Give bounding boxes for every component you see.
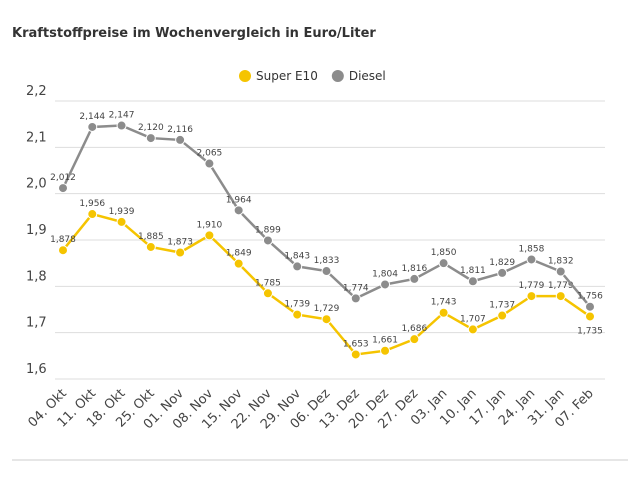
value-label: 1,661 bbox=[372, 336, 398, 346]
value-label: 1,873 bbox=[167, 238, 193, 248]
point bbox=[145, 133, 156, 144]
point bbox=[292, 309, 303, 320]
point bbox=[262, 235, 273, 246]
point bbox=[204, 158, 215, 169]
value-label: 1,956 bbox=[79, 199, 105, 209]
point bbox=[467, 276, 478, 287]
value-label: 1,779 bbox=[548, 281, 574, 291]
point bbox=[350, 349, 361, 360]
point bbox=[145, 241, 156, 252]
point bbox=[380, 345, 391, 356]
value-label: 2,012 bbox=[50, 173, 76, 183]
value-label: 1,774 bbox=[343, 283, 369, 293]
value-label: 1,910 bbox=[197, 220, 223, 230]
value-label: 1,858 bbox=[519, 244, 545, 254]
legend-label: Super E10 bbox=[256, 69, 318, 83]
value-label: 1,804 bbox=[372, 269, 398, 279]
point bbox=[409, 273, 420, 284]
y-tick-label: 1,6 bbox=[26, 362, 47, 377]
point bbox=[262, 288, 273, 299]
point bbox=[58, 245, 68, 256]
value-label: 1,785 bbox=[255, 278, 281, 288]
value-label: 2,120 bbox=[138, 123, 164, 133]
value-label: 1,811 bbox=[460, 266, 486, 276]
y-tick-label: 2,0 bbox=[26, 177, 47, 192]
point bbox=[175, 247, 186, 258]
point bbox=[526, 254, 537, 265]
series-line bbox=[61, 124, 591, 308]
chart-title: Kraftstoffpreise im Wochenvergleich in E… bbox=[12, 26, 376, 41]
point bbox=[585, 301, 595, 312]
value-label: 1,850 bbox=[431, 248, 457, 258]
point bbox=[438, 258, 449, 269]
value-label: 1,878 bbox=[50, 235, 76, 245]
legend-marker bbox=[239, 70, 251, 82]
y-tick-label: 1,7 bbox=[26, 316, 47, 331]
value-label: 1,653 bbox=[343, 339, 369, 349]
point bbox=[497, 310, 508, 321]
value-label: 1,707 bbox=[460, 314, 486, 324]
point bbox=[526, 291, 537, 302]
point bbox=[438, 307, 449, 318]
point bbox=[87, 209, 98, 220]
value-label: 1,739 bbox=[284, 300, 310, 310]
point bbox=[233, 258, 244, 269]
value-label: 2,147 bbox=[109, 111, 135, 121]
point bbox=[497, 267, 508, 278]
point bbox=[321, 314, 332, 325]
value-label: 1,832 bbox=[548, 257, 574, 267]
point bbox=[585, 311, 595, 322]
point bbox=[409, 334, 420, 345]
point bbox=[87, 121, 98, 132]
value-label: 1,756 bbox=[577, 292, 603, 302]
value-label: 1,843 bbox=[284, 251, 310, 261]
value-label: 1,849 bbox=[226, 249, 252, 259]
value-label: 1,729 bbox=[314, 304, 340, 314]
point bbox=[233, 205, 244, 216]
point bbox=[175, 134, 186, 145]
point bbox=[321, 266, 332, 277]
value-label: 1,964 bbox=[226, 195, 252, 205]
value-label: 1,885 bbox=[138, 232, 164, 242]
value-label: 1,735 bbox=[577, 326, 603, 336]
value-label: 2,116 bbox=[167, 125, 193, 135]
point bbox=[380, 279, 391, 290]
value-label: 1,833 bbox=[314, 256, 340, 266]
value-label: 1,829 bbox=[489, 258, 515, 268]
y-tick-label: 2,1 bbox=[26, 130, 47, 145]
value-label: 1,737 bbox=[489, 301, 515, 311]
point bbox=[58, 183, 68, 194]
point bbox=[555, 291, 566, 302]
legend-label: Diesel bbox=[349, 69, 386, 83]
point bbox=[116, 216, 127, 227]
point bbox=[467, 324, 478, 335]
y-tick-label: 1,8 bbox=[26, 269, 47, 284]
value-label: 1,816 bbox=[401, 264, 427, 274]
point bbox=[116, 120, 127, 131]
y-tick-label: 1,9 bbox=[26, 223, 47, 238]
y-tick-label: 2,2 bbox=[26, 84, 47, 99]
point bbox=[350, 293, 361, 304]
value-label: 1,743 bbox=[431, 298, 457, 308]
value-label: 1,939 bbox=[109, 207, 135, 217]
point bbox=[292, 261, 303, 272]
value-label: 1,899 bbox=[255, 225, 281, 235]
value-label: 2,065 bbox=[197, 149, 223, 159]
value-label: 1,686 bbox=[401, 324, 427, 334]
point bbox=[204, 230, 215, 241]
value-label: 2,144 bbox=[79, 112, 105, 122]
value-label: 1,779 bbox=[519, 281, 545, 291]
legend-marker bbox=[331, 70, 344, 82]
point bbox=[555, 266, 566, 277]
